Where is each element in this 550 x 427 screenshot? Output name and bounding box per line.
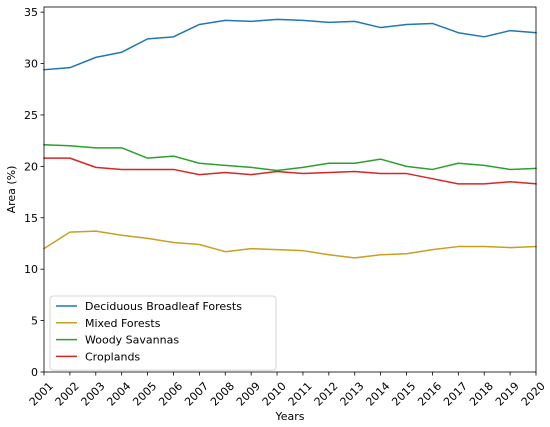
x-axis-label: Years	[274, 410, 304, 423]
series-line-2	[43, 143, 537, 172]
y-tick-label: 20	[24, 160, 38, 173]
y-tick-label: 15	[24, 212, 38, 225]
y-tick-label: 35	[24, 6, 38, 19]
series-lines	[42, 18, 537, 259]
legend-box	[49, 295, 277, 371]
y-tick-label: 5	[31, 315, 38, 328]
axes-frame	[43, 6, 537, 373]
series-line-1	[42, 230, 537, 259]
legend-label-3: Croplands	[85, 350, 140, 363]
y-tick-label: 25	[24, 109, 38, 122]
y-tick-label: 10	[24, 263, 38, 276]
legend-label-0: Deciduous Broadleaf Forests	[85, 300, 242, 313]
series-line-0	[43, 18, 537, 71]
y-ticks: 0 5 10 15 20 25 30 35	[24, 6, 44, 379]
series-line-3	[43, 157, 537, 185]
legend: Deciduous Broadleaf Forests Mixed Forests…	[49, 295, 277, 371]
legend-label-2: Woody Savannas	[85, 334, 179, 347]
y-axis-label: Area (%)	[5, 166, 18, 214]
y-tick-label: 30	[24, 58, 38, 71]
legend-label-1: Mixed Forests	[85, 317, 161, 330]
y-tick-label: 0	[31, 366, 38, 379]
axes	[43, 6, 537, 373]
